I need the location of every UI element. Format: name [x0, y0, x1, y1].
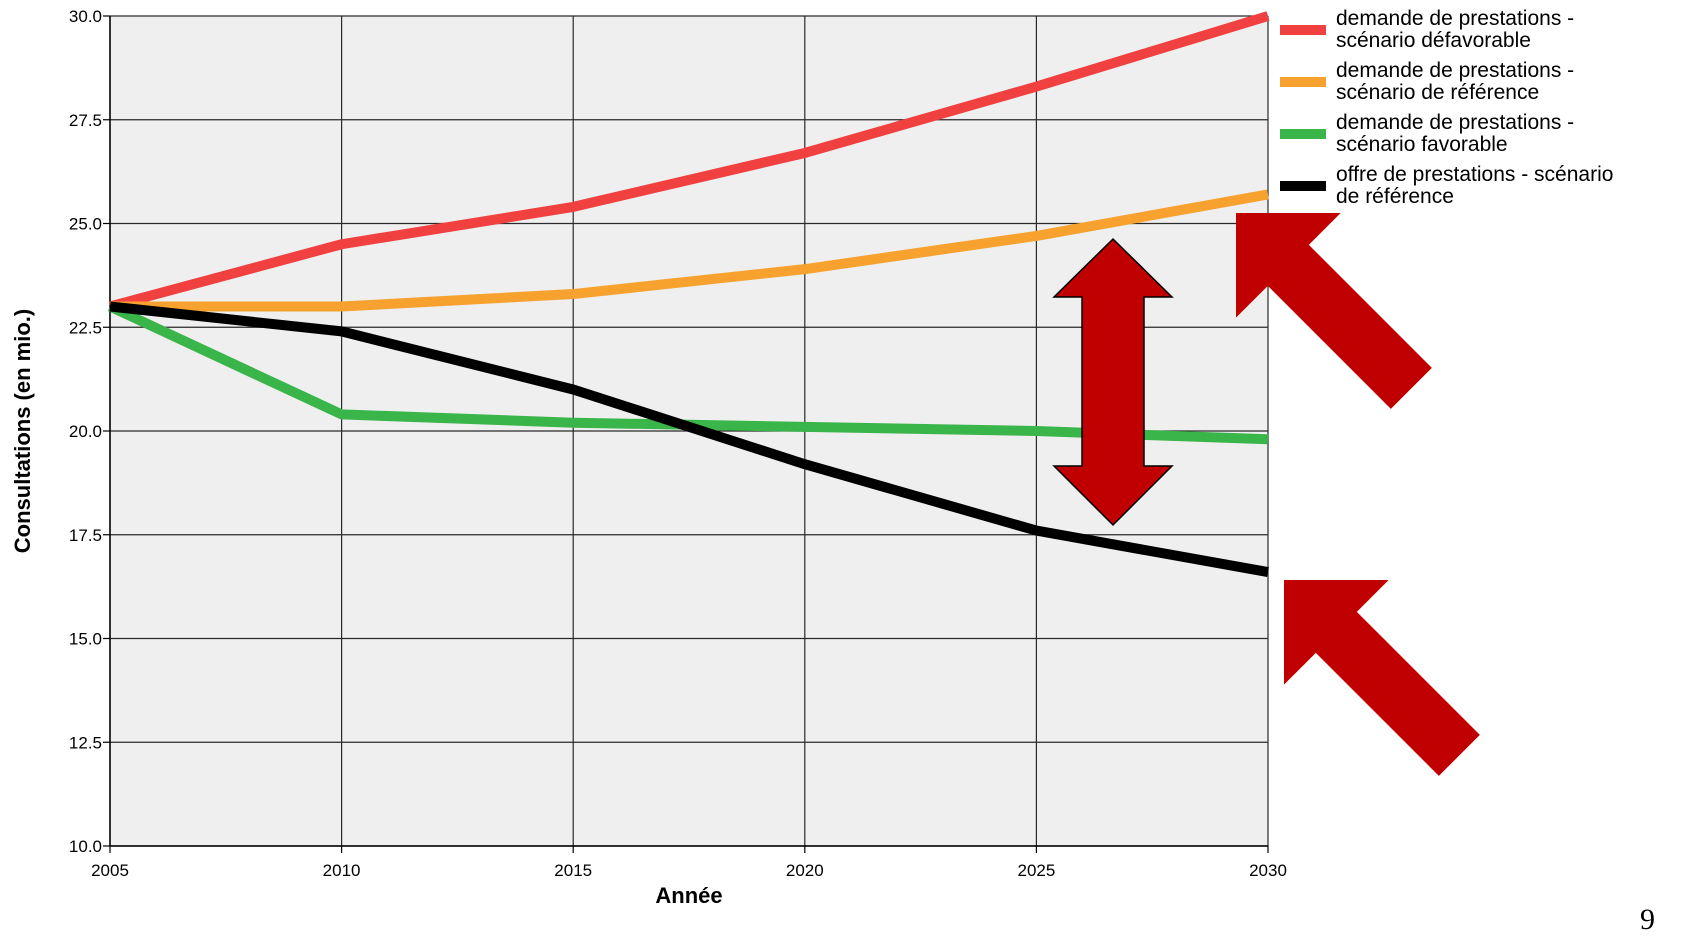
legend-swatch: [1280, 181, 1326, 191]
legend-label: demande de prestations - scénario favora…: [1336, 111, 1575, 156]
legend-item: demande de prestations - scénario de réf…: [1280, 60, 1680, 104]
pointer-arrow-icon: [1236, 213, 1432, 409]
legend-item: demande de prestations - scénario favora…: [1280, 112, 1680, 156]
legend-label: demande de prestations - scénario défavo…: [1336, 7, 1575, 52]
y-tick-label: 12.5: [69, 733, 102, 752]
y-tick-label: 27.5: [69, 111, 102, 130]
y-tick-label: 30.0: [69, 7, 102, 26]
legend-label: demande de prestations - scénario de réf…: [1336, 59, 1575, 104]
y-tick-label: 22.5: [69, 318, 102, 337]
legend-item: demande de prestations - scénario défavo…: [1280, 8, 1680, 52]
y-tick-label: 20.0: [69, 422, 102, 441]
y-tick-label: 15.0: [69, 630, 102, 649]
x-axis-title: Année: [655, 883, 722, 908]
series-line-1: [108, 11, 1270, 312]
y-tick-label: 25.0: [69, 215, 102, 234]
chart-legend: demande de prestations - scénario défavo…: [1280, 8, 1680, 216]
x-tick-label: 2020: [786, 861, 824, 880]
page-number: 9: [1640, 903, 1655, 936]
double-arrow-icon: [1052, 237, 1174, 527]
pointer-arrow-icon: [1284, 580, 1480, 776]
legend-swatch: [1280, 129, 1326, 139]
x-tick-label: 2025: [1017, 861, 1055, 880]
x-tick-label: 2005: [91, 861, 129, 880]
series-line-4: [109, 301, 1269, 578]
legend-swatch: [1280, 77, 1326, 87]
x-tick-label: 2030: [1249, 861, 1287, 880]
y-axis-title: Consultations (en mio.): [10, 309, 35, 553]
legend-label: offre de prestations - scénario de référ…: [1336, 163, 1614, 208]
legend-swatch: [1280, 25, 1326, 35]
y-tick-label: 10.0: [69, 837, 102, 856]
legend-item: offre de prestations - scénario de référ…: [1280, 164, 1680, 208]
series-line-2: [110, 189, 1269, 312]
y-tick-label: 17.5: [69, 526, 102, 545]
x-tick-label: 2010: [323, 861, 361, 880]
x-tick-label: 2015: [554, 861, 592, 880]
